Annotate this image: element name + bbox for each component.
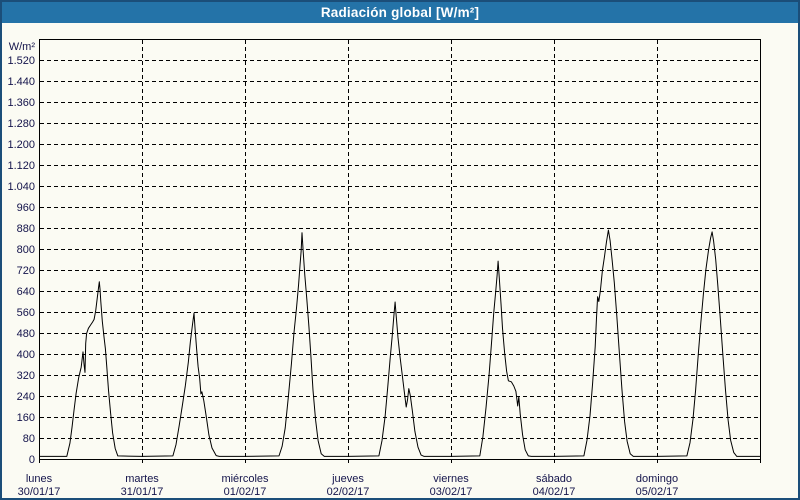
y-tick-label: 400 — [17, 349, 35, 361]
x-day-name-label: domingo — [636, 473, 678, 485]
y-tick-label: 480 — [17, 328, 35, 340]
y-gridlines — [40, 60, 759, 439]
y-tick-label: 240 — [17, 391, 35, 403]
y-tick-label: 1.040 — [7, 181, 35, 193]
x-day-name-label: jueves — [331, 473, 364, 485]
y-tick-label: 1.200 — [7, 139, 35, 151]
y-tick-label: 960 — [17, 202, 35, 214]
y-tick-label: 1.440 — [7, 76, 35, 88]
radiation-curve — [39, 229, 760, 457]
window-title-bar[interactable]: Radiación global [W/m²] — [2, 2, 798, 23]
plot-border — [39, 39, 761, 460]
y-tick-label: 640 — [17, 286, 35, 298]
x-day-name-label: lunes — [26, 473, 53, 485]
y-tick-label: 800 — [17, 244, 35, 256]
x-day-name-label: viernes — [433, 473, 469, 485]
y-tick-label: 1.280 — [7, 118, 35, 130]
y-tick-label: 320 — [17, 370, 35, 382]
x-day-name-label: martes — [125, 473, 159, 485]
y-tick-label: 720 — [17, 265, 35, 277]
y-tick-label: 1.120 — [7, 160, 35, 172]
y-axis-labels: 0 80 160 240 320 400 480 560 640 720 800 880 960 1.04… — [7, 55, 35, 466]
y-tick-label: 1.360 — [7, 97, 35, 109]
y-tick-label: 80 — [23, 433, 35, 445]
window-title: Radiación global [W/m²] — [320, 5, 480, 20]
x-day-date-label: 31/01/17 — [121, 486, 164, 498]
x-day-date-label: 02/02/17 — [327, 486, 370, 498]
y-tick-label: 0 — [29, 454, 35, 466]
y-tick-label: 160 — [17, 412, 35, 424]
x-day-date-label: 30/01/17 — [18, 486, 61, 498]
x-day-date-label: 05/02/17 — [636, 486, 679, 498]
y-axis-unit-label: W/m² — [9, 41, 36, 53]
y-tick-label: 560 — [17, 307, 35, 319]
x-day-name-label: miércoles — [221, 473, 269, 485]
x-day-date-label: 01/02/17 — [224, 486, 267, 498]
x-day-date-label: 04/02/17 — [533, 486, 576, 498]
y-tick-label: 880 — [17, 223, 35, 235]
x-day-date-label: 03/02/17 — [430, 486, 473, 498]
x-axis-ticks — [39, 459, 761, 463]
y-tick-label: 1.520 — [7, 55, 35, 67]
x-day-name-label: sábado — [536, 473, 572, 485]
